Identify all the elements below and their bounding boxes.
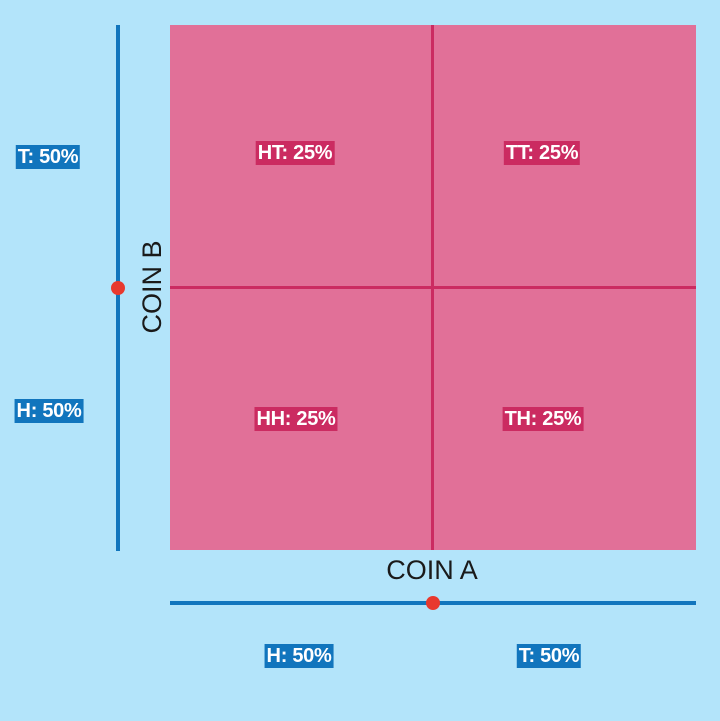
cell-label-ht: HT: 25% xyxy=(255,141,335,165)
grid-horizontal-divider xyxy=(170,286,696,289)
coin-b-tails-label: T: 50% xyxy=(15,145,81,169)
cell-label-tt: TT: 25% xyxy=(503,141,581,165)
coin-b-axis-title: COIN B xyxy=(137,240,167,334)
coin-a-tails-label: T: 50% xyxy=(516,644,582,668)
coin-a-heads-label: H: 50% xyxy=(264,644,334,668)
cell-label-th: TH: 25% xyxy=(502,407,584,431)
coin-b-heads-label: H: 50% xyxy=(14,399,84,423)
coin-a-axis-title: COIN A xyxy=(386,555,478,585)
coin-a-split-marker xyxy=(426,596,440,610)
cell-label-hh: HH: 25% xyxy=(254,407,338,431)
coin-b-split-marker xyxy=(111,281,125,295)
